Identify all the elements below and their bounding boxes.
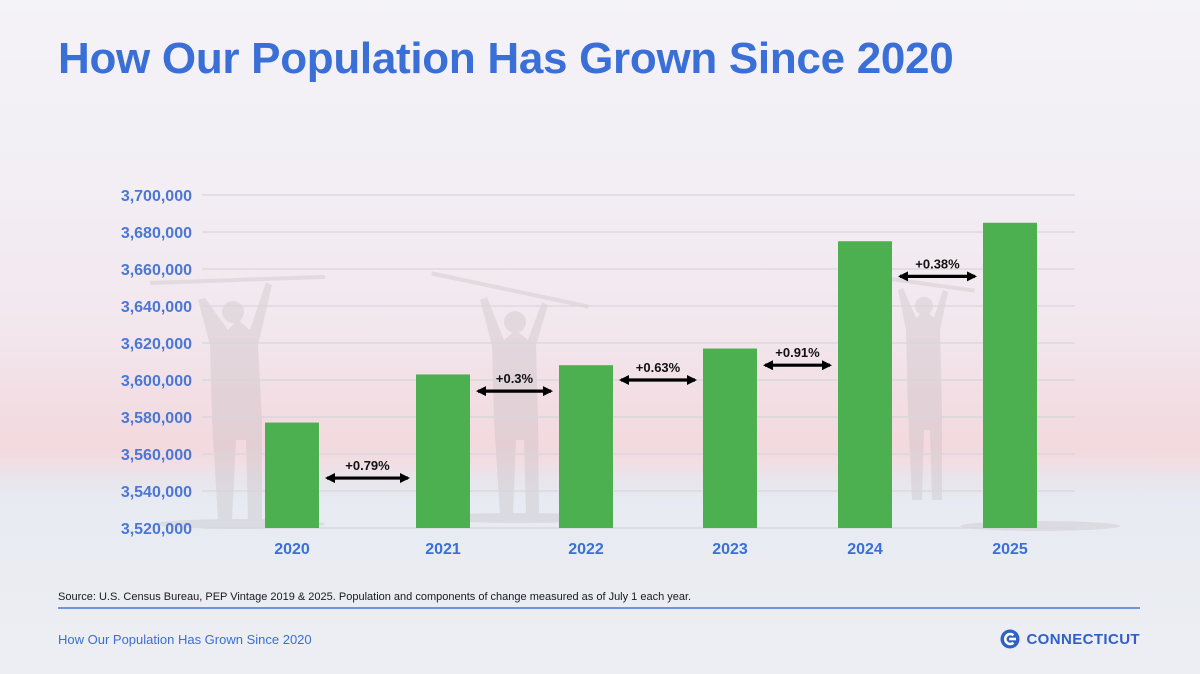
y-tick-label: 3,540,000 [121, 484, 192, 501]
x-tick-label: 2024 [847, 541, 883, 558]
gridlines [202, 194, 1075, 529]
growth-annotations: +0.79% +0.3% +0.63% +0.91% +0.38% [325, 256, 977, 484]
bar-2023 [703, 348, 757, 528]
bars [265, 222, 1037, 528]
bar-2022 [559, 365, 613, 528]
bar-2021 [416, 374, 470, 528]
y-tick-label: 3,620,000 [121, 336, 192, 353]
y-tick-label: 3,560,000 [121, 447, 192, 464]
y-tick-label: 3,520,000 [121, 521, 192, 538]
footer-divider [58, 607, 1140, 609]
connecticut-logo-icon [1000, 629, 1020, 649]
bar-2024 [838, 241, 892, 528]
footer-title: How Our Population Has Grown Since 2020 [58, 632, 312, 647]
y-axis-ticks: 3,520,000 3,540,000 3,560,000 3,580,000 3,60… [121, 188, 192, 538]
brand-name: CONNECTICUT [1026, 630, 1140, 648]
y-tick-label: 3,600,000 [121, 373, 192, 390]
growth-label: +0.79% [345, 458, 390, 473]
x-tick-label: 2021 [425, 541, 461, 558]
x-axis-ticks: 2020 2021 2022 2023 2024 2025 [274, 541, 1028, 558]
x-tick-label: 2023 [712, 541, 748, 558]
y-tick-label: 3,660,000 [121, 262, 192, 279]
y-tick-label: 3,680,000 [121, 225, 192, 242]
bar-2025 [983, 222, 1037, 528]
growth-label: +0.38% [915, 256, 960, 271]
growth-label: +0.63% [636, 360, 681, 375]
brand-logo: CONNECTICUT [1000, 629, 1140, 649]
source-note: Source: U.S. Census Bureau, PEP Vintage … [58, 591, 692, 603]
growth-label: +0.3% [496, 371, 534, 386]
x-tick-label: 2025 [992, 541, 1028, 558]
growth-label: +0.91% [775, 345, 820, 360]
bar-2020 [265, 422, 319, 528]
page-title: How Our Population Has Grown Since 2020 [58, 34, 954, 83]
y-tick-label: 3,640,000 [121, 299, 192, 316]
x-tick-label: 2020 [274, 541, 310, 558]
y-tick-label: 3,700,000 [121, 188, 192, 205]
y-tick-label: 3,580,000 [121, 410, 192, 427]
x-tick-label: 2022 [568, 541, 604, 558]
